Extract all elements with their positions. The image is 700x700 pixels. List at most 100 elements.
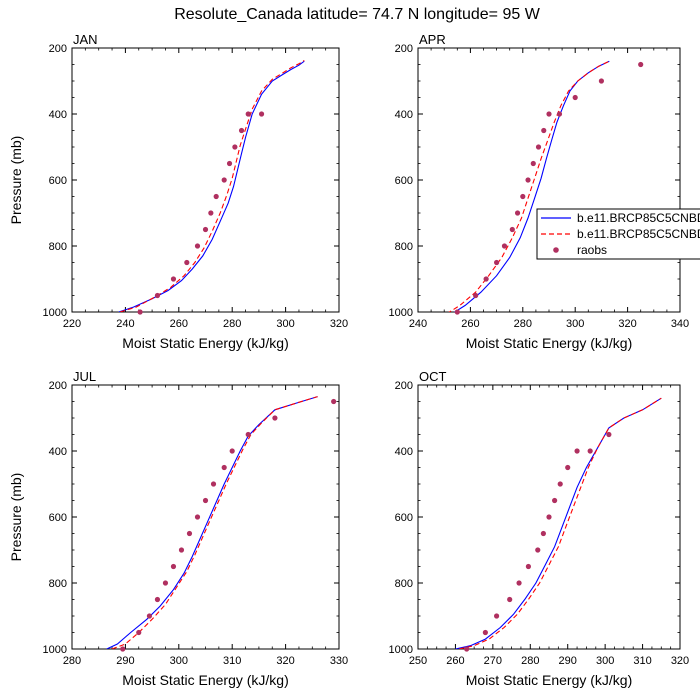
data-point xyxy=(483,276,489,282)
x-tick-label: 320 xyxy=(330,318,348,330)
panel-label: APR xyxy=(419,32,446,47)
x-tick-label: 280 xyxy=(223,318,241,330)
series-line-1 xyxy=(453,60,610,312)
x-tick-label: 310 xyxy=(633,655,651,667)
series-line-2 xyxy=(111,396,318,649)
data-point xyxy=(245,111,251,117)
x-tick-label: 290 xyxy=(559,655,577,667)
x-tick-label: 300 xyxy=(276,318,294,330)
data-point xyxy=(587,448,593,454)
data-point xyxy=(473,292,479,299)
data-point xyxy=(494,259,500,266)
plot-frame xyxy=(417,47,681,313)
data-point xyxy=(154,292,161,299)
legend-entry: raobs xyxy=(553,243,607,257)
plot-frame xyxy=(71,47,340,313)
x-tick-label: 280 xyxy=(63,655,81,667)
data-point xyxy=(530,160,536,167)
x-tick-label: 300 xyxy=(170,655,188,667)
y-tick-label: 800 xyxy=(395,241,413,253)
data-point xyxy=(226,160,233,167)
data-point xyxy=(494,613,500,619)
data-point xyxy=(509,226,515,233)
x-tick-label: 260 xyxy=(461,318,479,330)
plot-area xyxy=(448,60,610,312)
y-tick-label: 600 xyxy=(395,175,413,187)
x-tick-label: 290 xyxy=(116,655,134,667)
plot-area xyxy=(118,60,305,312)
data-point xyxy=(535,144,542,150)
x-tick-label: 300 xyxy=(566,318,584,330)
data-point xyxy=(213,193,219,200)
y-tick-label: 600 xyxy=(395,512,413,524)
data-point xyxy=(482,629,488,636)
data-point xyxy=(546,111,552,117)
y-tick-label: 200 xyxy=(49,380,67,392)
data-point xyxy=(194,243,201,249)
series-line-1 xyxy=(106,396,318,649)
data-point xyxy=(520,193,526,200)
data-point xyxy=(136,629,142,636)
panel-label: JAN xyxy=(73,32,98,47)
y-tick-label: 800 xyxy=(49,578,67,590)
series-raobs xyxy=(464,431,612,652)
series-raobs xyxy=(120,398,337,652)
x-tick-label: 220 xyxy=(63,318,81,330)
panel-label: JUL xyxy=(73,369,96,384)
series-line-2 xyxy=(448,60,610,312)
series-line-2 xyxy=(459,397,662,649)
legend-marker xyxy=(553,247,559,253)
legend-box xyxy=(536,208,700,260)
x-tick-label: 320 xyxy=(671,655,689,667)
series-line-1 xyxy=(455,397,662,649)
series-line-2 xyxy=(119,60,305,312)
legend: b.e11.BRCP85C5CNBDRD.f09_g16.025 b.e11.BR… xyxy=(536,208,700,260)
legend-label: raobs xyxy=(577,243,607,257)
data-point xyxy=(454,309,460,315)
data-point xyxy=(186,530,193,537)
x-axis-label: Moist Static Energy (kJ/kg) xyxy=(122,335,289,351)
x-tick-label: 330 xyxy=(330,655,348,667)
x-tick-label: 280 xyxy=(521,655,539,667)
y-tick-label: 1000 xyxy=(43,307,67,319)
y-tick-label: 1000 xyxy=(389,644,413,656)
data-point xyxy=(120,646,126,652)
y-tick-label: 1000 xyxy=(389,307,413,319)
data-point xyxy=(258,111,265,117)
x-tick-label: 300 xyxy=(596,655,614,667)
y-tick-label: 400 xyxy=(49,446,67,458)
chart-panels: JAN 220 240 260 280 300 320 200 400 600 800 1000 Moi… xyxy=(8,32,689,688)
y-tick-label: 200 xyxy=(395,43,413,55)
data-point xyxy=(464,646,470,652)
panel-oct: OCT 250 260 270 280 290 300 310 320 200 400 600 800 1… xyxy=(389,369,690,688)
data-point xyxy=(194,514,201,520)
y-tick-label: 600 xyxy=(49,175,67,187)
data-point xyxy=(238,127,245,134)
data-point xyxy=(221,177,227,183)
data-point xyxy=(245,431,251,438)
data-point xyxy=(501,243,508,249)
data-point xyxy=(525,177,531,183)
panel-label: OCT xyxy=(419,369,447,384)
figure-title: Resolute_Canada latitude= 74.7 N longitu… xyxy=(174,6,540,23)
legend-entry: b.e11.BRCP85C5CNBDRD.f09_g16.025 xyxy=(541,211,700,225)
x-tick-label: 320 xyxy=(618,318,636,330)
y-tick-label: 1000 xyxy=(43,644,67,656)
data-point xyxy=(638,61,644,68)
legend-label: b.e11.BRCP85C5CNBDRD.f09_g16.026 xyxy=(577,227,700,241)
data-point xyxy=(525,563,532,570)
panel-jul: JUL 280 290 300 310 320 330 200 400 600 800 1000 Moi… xyxy=(8,369,348,688)
x-axis-label: Moist Static Energy (kJ/kg) xyxy=(466,672,633,688)
data-point xyxy=(541,127,547,134)
data-point xyxy=(572,94,578,101)
data-point xyxy=(606,431,612,438)
x-tick-label: 310 xyxy=(223,655,241,667)
legend-label: b.e11.BRCP85C5CNBDRD.f09_g16.025 xyxy=(577,211,700,225)
x-tick-label: 270 xyxy=(484,655,502,667)
data-point xyxy=(535,547,541,553)
data-point xyxy=(170,563,177,570)
data-point xyxy=(170,276,177,282)
y-tick-label: 400 xyxy=(49,109,67,121)
legend-entry: b.e11.BRCP85C5CNBDRD.f09_g16.026 xyxy=(541,227,700,241)
